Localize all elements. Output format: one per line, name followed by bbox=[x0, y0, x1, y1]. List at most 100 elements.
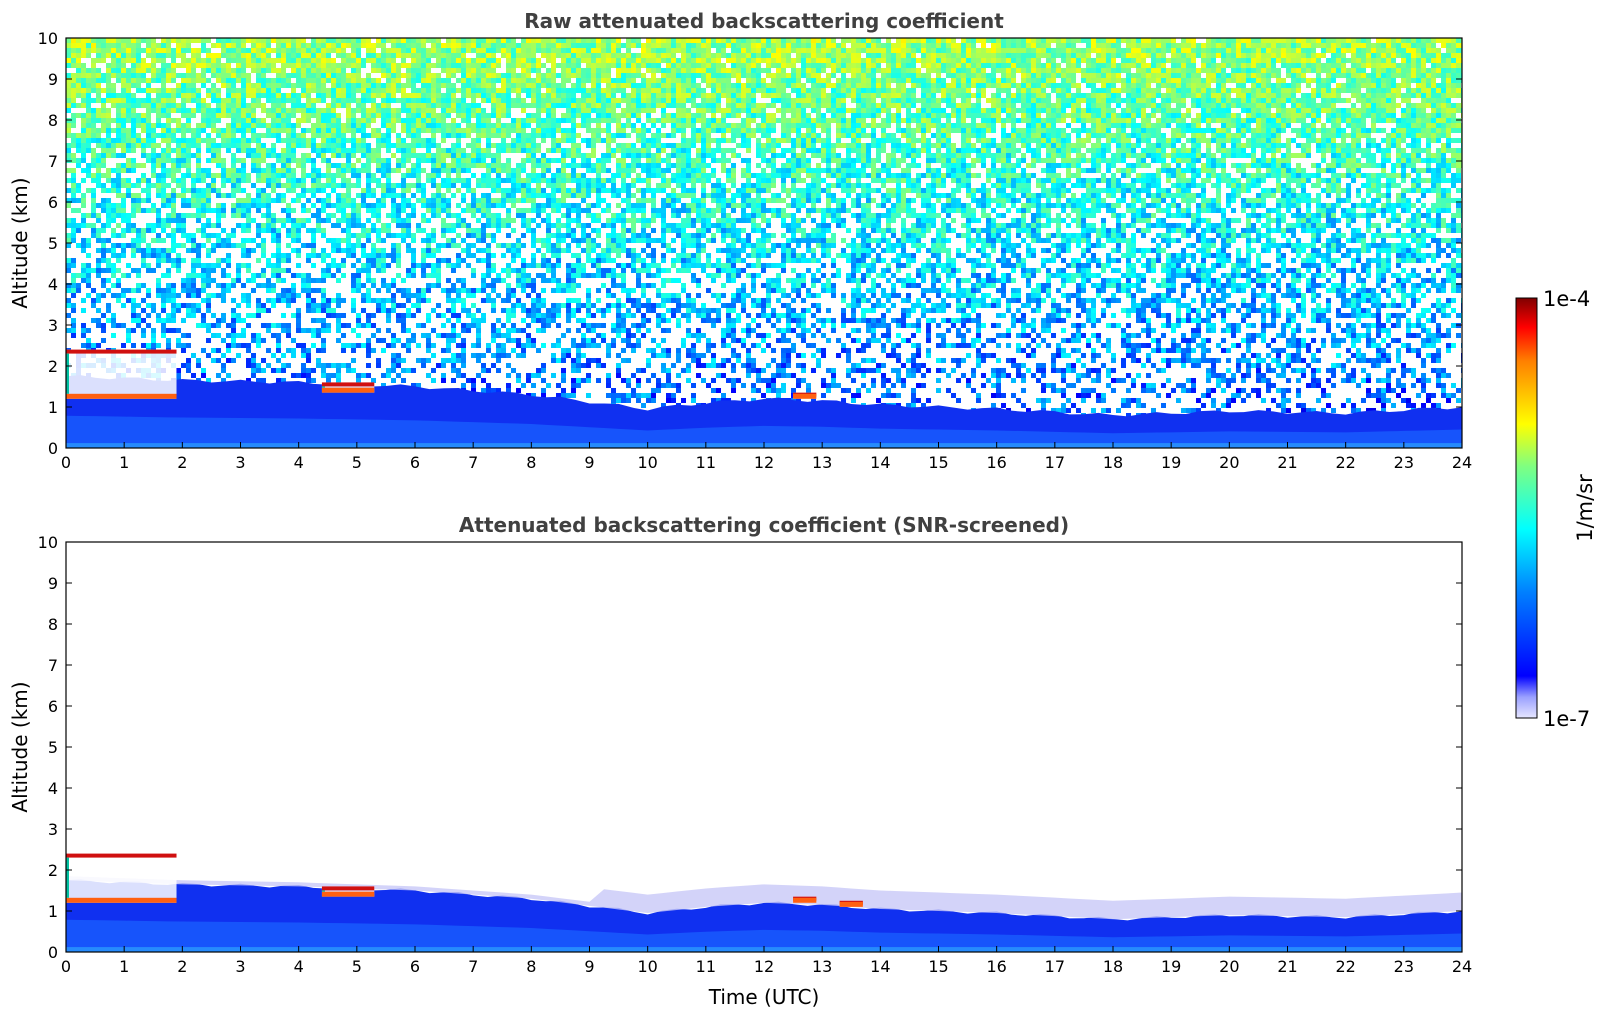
x-tick-label: 10 bbox=[637, 957, 657, 976]
y-tick-label: 2 bbox=[48, 357, 58, 376]
cloud-base-edge bbox=[321, 387, 375, 393]
cloud-base-edge bbox=[793, 897, 817, 903]
cloud-top-edge bbox=[66, 853, 177, 858]
top-chart-title: Raw attenuated backscattering coefficien… bbox=[524, 9, 1004, 33]
y-tick-label: 1 bbox=[48, 398, 58, 417]
x-tick-label: 15 bbox=[928, 957, 948, 976]
x-tick-label: 3 bbox=[235, 453, 245, 472]
x-tick-label: 11 bbox=[696, 453, 716, 472]
cloud-base-edge bbox=[66, 393, 177, 399]
y-tick-label: 9 bbox=[48, 70, 58, 89]
y-tick-label: 6 bbox=[48, 697, 58, 716]
cloud-base-edge bbox=[793, 393, 817, 399]
colorbar: 1e-4 1e-7 1/m/sr bbox=[1515, 287, 1597, 731]
y-tick-label: 8 bbox=[48, 111, 58, 130]
x-tick-label: 15 bbox=[928, 453, 948, 472]
y-tick-label: 0 bbox=[48, 943, 58, 962]
x-tick-label: 12 bbox=[754, 957, 774, 976]
x-tick-label: 23 bbox=[1394, 957, 1414, 976]
x-tick-label: 23 bbox=[1394, 453, 1414, 472]
cloud-gap bbox=[321, 886, 375, 897]
x-tick-label: 19 bbox=[1161, 453, 1181, 472]
bottom-panel: Attenuated backscattering coefficient (S… bbox=[8, 513, 1472, 1009]
y-tick-label: 10 bbox=[38, 29, 58, 48]
bottom-y-axis: 0 1 2 3 4 5 6 7 8 9 10 bbox=[38, 533, 1462, 962]
x-tick-label: 1 bbox=[119, 453, 129, 472]
bottom-chart-title: Attenuated backscattering coefficient (S… bbox=[459, 513, 1069, 537]
cloud-top-edge bbox=[321, 382, 375, 387]
cloud-base-edge bbox=[321, 891, 375, 897]
y-tick-label: 10 bbox=[38, 533, 58, 552]
x-tick-label: 1 bbox=[119, 957, 129, 976]
y-tick-label: 6 bbox=[48, 193, 58, 212]
x-tick-label: 11 bbox=[696, 957, 716, 976]
y-tick-label: 8 bbox=[48, 615, 58, 634]
x-tick-label: 2 bbox=[177, 957, 187, 976]
near-surface-layer bbox=[66, 415, 1462, 448]
colorbar-unit-label: 1/m/sr bbox=[1573, 474, 1597, 542]
x-tick-label: 21 bbox=[1277, 453, 1297, 472]
x-tick-label: 7 bbox=[468, 957, 478, 976]
x-tick-label: 8 bbox=[526, 957, 536, 976]
x-tick-label: 17 bbox=[1045, 957, 1065, 976]
x-tick-label: 3 bbox=[235, 957, 245, 976]
top-noise-field bbox=[66, 38, 1462, 418]
x-tick-label: 8 bbox=[526, 453, 536, 472]
bottom-y-axis-label: Altitude (km) bbox=[8, 681, 32, 812]
top-x-axis: 0 1 2 3 4 5 6 7 8 9 10 11 12 13 14 15 16 17 18 19 20 21 22 23 24 bbox=[61, 442, 1472, 472]
top-y-axis: 0 1 2 3 4 5 6 7 8 9 10 bbox=[38, 29, 1462, 458]
top-cloud-features bbox=[66, 349, 817, 399]
top-plot-area bbox=[66, 38, 1462, 448]
x-tick-label: 9 bbox=[584, 453, 594, 472]
bottom-x-axis: 0 1 2 3 4 5 6 7 8 9 10 11 12 13 14 15 16 17 18 19 20 21 22 23 24 bbox=[61, 946, 1472, 976]
x-tick-label: 6 bbox=[410, 453, 420, 472]
x-tick-label: 5 bbox=[352, 957, 362, 976]
bottom-cloud-features bbox=[66, 853, 863, 907]
near-surface-layer bbox=[66, 919, 1462, 952]
cloud-side-edge bbox=[321, 386, 325, 388]
colorbar-gradient bbox=[1515, 297, 1538, 719]
y-tick-label: 7 bbox=[48, 656, 58, 675]
x-tick-label: 14 bbox=[870, 453, 890, 472]
bottom-x-axis-label: Time (UTC) bbox=[708, 985, 820, 1009]
y-tick-label: 0 bbox=[48, 439, 58, 458]
cloud-gap bbox=[66, 349, 177, 399]
x-tick-label: 16 bbox=[986, 453, 1006, 472]
colorbar-max-label: 1e-4 bbox=[1543, 287, 1590, 311]
x-tick-label: 12 bbox=[754, 453, 774, 472]
x-tick-label: 13 bbox=[812, 957, 832, 976]
x-tick-label: 14 bbox=[870, 957, 890, 976]
x-tick-label: 16 bbox=[986, 957, 1006, 976]
cloud-side-edge bbox=[321, 890, 325, 892]
y-tick-label: 5 bbox=[48, 738, 58, 757]
y-tick-label: 4 bbox=[48, 779, 58, 798]
top-y-axis-label: Altitude (km) bbox=[8, 177, 32, 308]
y-tick-label: 7 bbox=[48, 152, 58, 171]
x-tick-label: 22 bbox=[1335, 957, 1355, 976]
x-tick-label: 0 bbox=[61, 453, 71, 472]
x-tick-label: 13 bbox=[812, 453, 832, 472]
x-tick-label: 20 bbox=[1219, 453, 1239, 472]
cloud-side-edge bbox=[66, 353, 69, 394]
x-tick-label: 0 bbox=[61, 957, 71, 976]
cloud-base-edge bbox=[839, 901, 863, 907]
colorbar-min-label: 1e-7 bbox=[1543, 707, 1590, 731]
x-tick-label: 10 bbox=[637, 453, 657, 472]
x-tick-label: 4 bbox=[294, 453, 304, 472]
y-tick-label: 4 bbox=[48, 275, 58, 294]
y-tick-label: 2 bbox=[48, 861, 58, 880]
x-tick-label: 6 bbox=[410, 957, 420, 976]
y-tick-label: 5 bbox=[48, 234, 58, 253]
cloud-gap bbox=[321, 382, 375, 393]
x-tick-label: 24 bbox=[1452, 957, 1472, 976]
x-tick-label: 22 bbox=[1335, 453, 1355, 472]
x-tick-label: 5 bbox=[352, 453, 362, 472]
x-tick-label: 19 bbox=[1161, 957, 1181, 976]
cloud-top-edge bbox=[321, 886, 375, 891]
cloud-gap bbox=[66, 853, 177, 903]
x-tick-label: 24 bbox=[1452, 453, 1472, 472]
x-tick-label: 7 bbox=[468, 453, 478, 472]
cloud-top-edge bbox=[66, 349, 177, 354]
x-tick-label: 17 bbox=[1045, 453, 1065, 472]
